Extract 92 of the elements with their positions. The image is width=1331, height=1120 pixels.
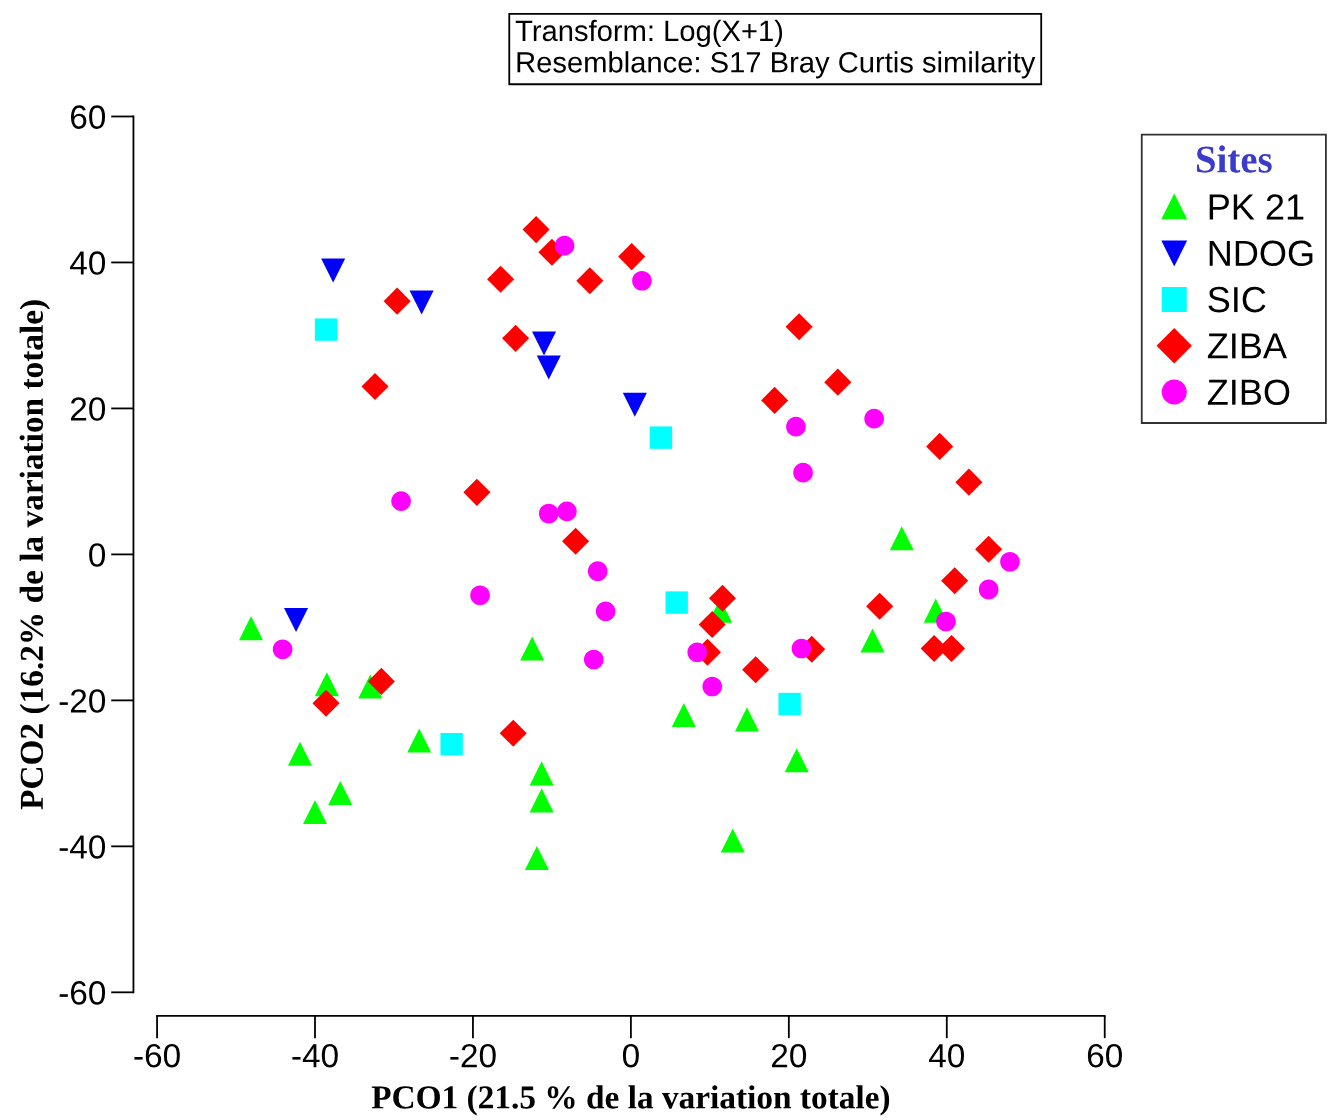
x-tick-label: 60 [1087,1043,1122,1068]
point [312,689,340,717]
point [463,478,491,506]
x-tick-label: -20 [450,1043,496,1068]
text: Resemblance: S17 Bray Curtis similarity [517,51,1036,79]
y-tick-label: 20 [70,397,106,421]
point [889,526,914,551]
point [622,392,647,417]
point [502,324,530,352]
y-axis-title: PCO2 (16.2% de la variation totale) [19,300,50,810]
point [936,611,956,632]
point [665,591,688,614]
point [1000,551,1020,572]
point [529,788,554,813]
point [529,761,554,786]
point [361,372,389,401]
x-tick-label: -60 [134,1043,180,1068]
point [367,667,395,695]
point [978,579,999,600]
point [785,313,813,341]
point [975,535,1003,563]
point [328,781,353,806]
point [532,331,557,356]
point [321,258,346,283]
point [761,386,789,414]
point [302,800,328,825]
point [314,318,338,341]
point [860,628,885,653]
point [824,368,852,396]
point [383,287,411,315]
point [239,616,264,641]
legend-label: SIC [1208,286,1266,313]
point [649,426,673,449]
point [595,601,616,622]
y-tick-label: 40 [70,251,106,275]
point [926,432,954,460]
y-tick-label: -20 [59,689,106,713]
point [272,639,293,660]
point [702,676,723,697]
point [499,719,527,747]
point [522,216,550,244]
legend-title: Sites [1197,145,1272,173]
x-axis-title: PCO1 (21.5 % de la variation totale) [371,1085,890,1116]
x-tick-label: 0 [622,1043,639,1068]
y-tick-label: 60 [70,105,106,129]
point [587,561,608,582]
y-tick-label: -40 [59,835,106,859]
point [554,235,575,256]
point [671,702,696,727]
text: Transform: Log(X+1) [515,19,783,47]
point [941,567,969,595]
point [538,503,559,524]
x-tick-label: 20 [771,1043,807,1068]
point [618,243,646,271]
point [864,408,884,429]
point [470,585,490,606]
point [391,491,411,511]
point [524,846,549,871]
point [632,270,652,291]
point [440,732,463,756]
point [955,468,983,496]
legend-label: ZIBA [1207,333,1287,359]
point [791,638,812,659]
point [786,416,806,437]
y-tick-label: 0 [89,543,106,567]
point [698,610,726,638]
legend-label: ZIBO [1207,379,1290,405]
x-tick-label: -40 [292,1043,338,1068]
legend-label: PK 21 [1209,194,1304,220]
legend-label: NDOG [1209,240,1313,267]
point [284,608,309,633]
point [583,649,604,670]
point [720,828,745,853]
y-tick-label: -60 [59,981,106,1005]
point [734,707,760,732]
point [409,290,434,315]
point [708,584,737,612]
point [687,642,708,663]
point [557,501,577,522]
x-tick-label: 40 [929,1043,965,1068]
point [793,462,813,483]
point [576,267,604,295]
point [520,636,545,661]
point [778,692,801,716]
point [866,592,894,620]
point [487,265,515,293]
point [784,748,809,773]
point [562,527,590,555]
point [407,728,432,753]
point [742,656,770,684]
point [287,741,313,766]
point [536,355,561,380]
